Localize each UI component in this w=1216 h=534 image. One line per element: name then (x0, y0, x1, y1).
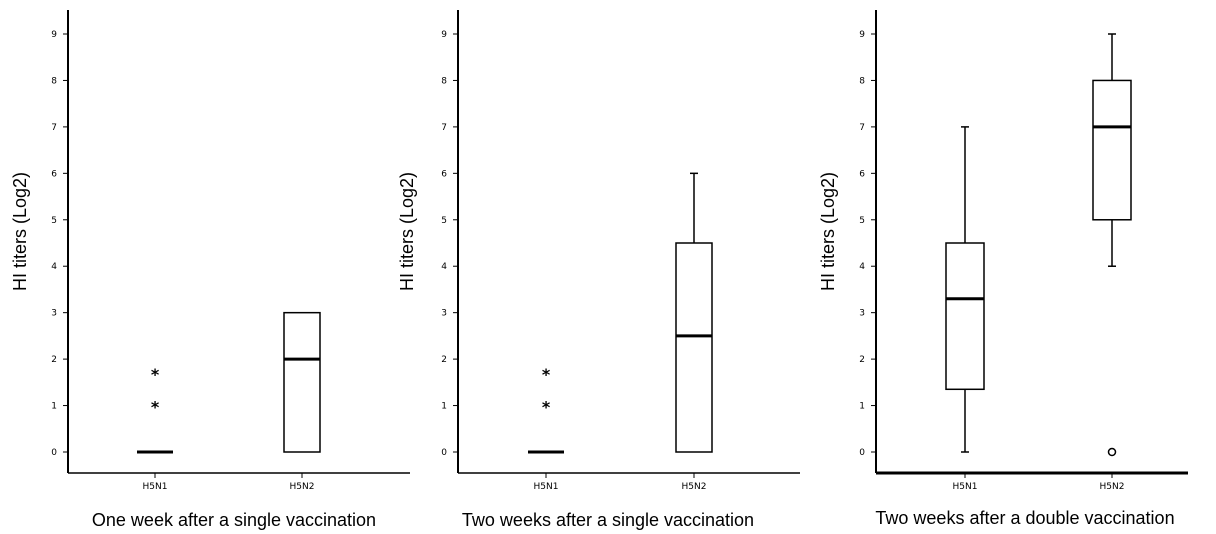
x-axis-title: Two weeks after a single vaccination (462, 510, 754, 530)
y-tick-label: 9 (51, 30, 57, 40)
y-tick-label: 1 (859, 402, 865, 412)
y-tick-label: 7 (51, 123, 57, 133)
y-tick-label: 2 (51, 355, 57, 365)
x-tick-label: H5N2 (1100, 482, 1125, 492)
y-tick-label: 1 (51, 402, 57, 412)
y-tick-label: 8 (859, 76, 865, 86)
box-h5n2 (675, 172, 713, 453)
chart-panel-2: 0 1 2 3 4 5 6 7 8 9 H5N1 H5N2 HI titers (Log2) Two we… (397, 10, 800, 530)
box-body (283, 311, 321, 453)
y-tick-label: 6 (51, 169, 57, 179)
box-h5n1 (945, 126, 985, 453)
extreme-point: * (542, 398, 551, 417)
y-tick-label: 9 (859, 30, 865, 40)
y-tick-label: 2 (859, 355, 865, 365)
extreme-point: * (151, 398, 160, 417)
y-tick-label: 1 (441, 402, 447, 412)
chart-panel-3: 0 1 2 3 4 5 6 7 8 9 H5N1 H5N2 HI titers (Log2) Two we… (818, 10, 1188, 528)
y-tick-label: 3 (51, 309, 57, 319)
y-tick-label: 5 (859, 216, 865, 226)
x-tick-label: H5N1 (953, 482, 978, 492)
y-tick-label: 8 (51, 76, 57, 86)
box-h5n1: ** (137, 365, 173, 454)
box-body (675, 242, 713, 453)
y-tick-label: 0 (859, 448, 865, 458)
x-tick-label: H5N1 (534, 482, 559, 492)
y-tick-label: 4 (51, 262, 57, 272)
extreme-point: * (151, 365, 160, 384)
y-tick-label: 5 (441, 216, 447, 226)
y-tick-label: 4 (441, 262, 447, 272)
y-tick-label: 6 (859, 169, 865, 179)
y-tick-label: 4 (859, 262, 865, 272)
y-axis-title: HI titers (Log2) (397, 172, 417, 291)
extreme-point: * (542, 365, 551, 384)
y-tick-label: 6 (441, 169, 447, 179)
x-tick-label: H5N2 (290, 482, 315, 492)
x-tick-label: H5N1 (143, 482, 168, 492)
x-axis-title: Two weeks after a double vaccination (875, 508, 1174, 528)
y-tick-label: 3 (859, 309, 865, 319)
y-axis-title: HI titers (Log2) (10, 172, 30, 291)
box-h5n2 (1092, 33, 1132, 457)
y-tick-label: 0 (51, 448, 57, 458)
y-tick-label: 5 (51, 216, 57, 226)
y-tick-label: 9 (441, 30, 447, 40)
y-tick-label: 3 (441, 309, 447, 319)
box-h5n1: ** (528, 365, 564, 454)
box-h5n2 (283, 311, 321, 453)
x-axis-title: One week after a single vaccination (92, 510, 376, 530)
x-tick-label: H5N2 (682, 482, 707, 492)
y-tick-label: 2 (441, 355, 447, 365)
box-body (945, 242, 985, 391)
y-tick-label: 7 (859, 123, 865, 133)
outlier-point (1107, 447, 1117, 457)
y-tick-label: 8 (441, 76, 447, 86)
y-tick-label: 7 (441, 123, 447, 133)
y-axis-title: HI titers (Log2) (818, 172, 838, 291)
box-body (1092, 79, 1132, 221)
y-tick-label: 0 (441, 448, 447, 458)
chart-panel-1: 0 1 2 3 4 5 6 7 8 9 H5N1 H5N2 HI titers (Log2) One we… (10, 10, 410, 530)
